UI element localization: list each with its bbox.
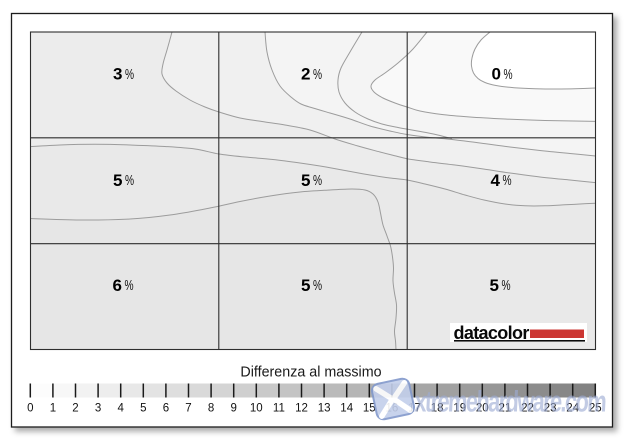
svg-text:4: 4 bbox=[491, 171, 501, 190]
svg-text:11: 11 bbox=[273, 403, 285, 415]
svg-text:19: 19 bbox=[453, 403, 466, 415]
svg-text:%: % bbox=[504, 65, 513, 83]
svg-text:2: 2 bbox=[72, 403, 78, 415]
svg-text:%: % bbox=[313, 276, 322, 294]
svg-text:0: 0 bbox=[492, 65, 501, 84]
svg-text:%: % bbox=[502, 276, 511, 294]
svg-text:2: 2 bbox=[301, 65, 310, 84]
svg-text:0: 0 bbox=[27, 403, 33, 415]
svg-text:12: 12 bbox=[295, 403, 308, 415]
svg-text:3: 3 bbox=[95, 403, 101, 415]
svg-text:%: % bbox=[313, 171, 322, 189]
svg-text:22: 22 bbox=[521, 403, 534, 415]
svg-text:%: % bbox=[125, 276, 134, 294]
svg-text:5: 5 bbox=[301, 171, 310, 190]
svg-text:6: 6 bbox=[163, 403, 169, 415]
svg-text:10: 10 bbox=[250, 403, 263, 415]
svg-text:21: 21 bbox=[499, 403, 512, 415]
svg-text:7: 7 bbox=[185, 403, 191, 415]
svg-text:8: 8 bbox=[208, 403, 214, 415]
svg-text:datacolor: datacolor bbox=[454, 323, 530, 343]
svg-text:20: 20 bbox=[476, 403, 489, 415]
svg-text:1: 1 bbox=[50, 403, 56, 415]
svg-text:5: 5 bbox=[140, 403, 146, 415]
svg-text:18: 18 bbox=[431, 403, 444, 415]
svg-text:5: 5 bbox=[113, 171, 122, 190]
svg-text:%: % bbox=[125, 171, 134, 189]
svg-text:24: 24 bbox=[566, 403, 579, 415]
svg-text:%: % bbox=[503, 171, 512, 189]
svg-text:9: 9 bbox=[230, 403, 236, 415]
svg-text:14: 14 bbox=[340, 403, 353, 415]
svg-text:5: 5 bbox=[490, 276, 499, 295]
svg-text:23: 23 bbox=[544, 403, 557, 415]
svg-text:xtremehardware.com: xtremehardware.com bbox=[414, 384, 607, 418]
svg-text:Differenza al massimo: Differenza al massimo bbox=[240, 365, 381, 381]
svg-text:25: 25 bbox=[589, 403, 602, 415]
svg-text:15: 15 bbox=[363, 403, 376, 415]
svg-text:5: 5 bbox=[301, 276, 310, 295]
svg-text:3: 3 bbox=[113, 65, 122, 84]
svg-text:%: % bbox=[313, 65, 322, 83]
svg-text:%: % bbox=[125, 65, 134, 83]
svg-text:13: 13 bbox=[318, 403, 331, 415]
svg-text:6: 6 bbox=[113, 276, 122, 295]
svg-text:4: 4 bbox=[117, 403, 124, 415]
